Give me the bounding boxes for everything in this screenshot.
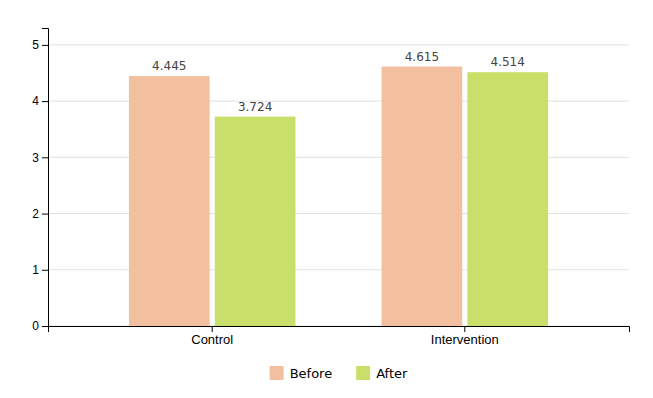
data-label: 4.615 (405, 50, 439, 64)
y-tick-label: 2 (32, 207, 39, 221)
y-tick-label: 1 (32, 263, 39, 277)
y-axis-line (42, 29, 49, 327)
legend-swatch (356, 366, 370, 380)
data-label: 3.724 (238, 100, 272, 114)
grid (48, 45, 629, 326)
bar (215, 117, 296, 326)
bar (382, 67, 463, 326)
bar-series (129, 67, 462, 326)
y-tick-label: 0 (32, 319, 39, 333)
bar (129, 76, 210, 326)
legend-label: Before (290, 366, 333, 381)
x-axis-line (49, 327, 630, 333)
x-axis: Control Intervention (49, 326, 630, 347)
grid-line (48, 44, 629, 45)
data-label: 4.514 (491, 55, 525, 69)
x-tick: Control (191, 326, 233, 347)
legend-swatch (270, 366, 284, 380)
legend-item: After (356, 366, 408, 381)
y-tick: 3 (32, 151, 48, 165)
bars (129, 67, 548, 326)
x-tick-label: Control (191, 332, 233, 347)
y-axis: 0 1 2 3 4 5 (32, 29, 48, 334)
y-tick-mark (42, 101, 48, 102)
x-tick-mark (212, 326, 213, 332)
y-tick-mark (42, 326, 48, 327)
y-tick: 4 (32, 94, 48, 108)
x-tick-mark (464, 326, 465, 332)
y-tick-mark (42, 157, 48, 158)
y-tick: 5 (32, 38, 48, 52)
y-tick-label: 3 (32, 151, 39, 165)
y-tick-label: 5 (32, 38, 39, 52)
x-tick-label: Intervention (431, 332, 499, 347)
chart-svg: 0 1 2 3 4 5 Control Intervention 4.445 4.615 3.724… (0, 0, 653, 398)
legend: Before After (270, 366, 408, 381)
bar (467, 72, 548, 326)
bar-series (215, 72, 548, 326)
data-labels: 4.445 4.615 3.724 4.514 (152, 50, 525, 114)
y-tick-mark (42, 214, 48, 215)
legend-label: After (376, 366, 408, 381)
y-tick: 2 (32, 207, 48, 221)
data-label: 4.445 (152, 59, 186, 73)
y-tick: 1 (32, 263, 48, 277)
y-tick-mark (42, 45, 48, 46)
x-tick: Intervention (431, 326, 499, 347)
y-tick: 0 (32, 319, 48, 333)
legend-item: Before (270, 366, 333, 381)
chart-container: 0 1 2 3 4 5 Control Intervention 4.445 4.615 3.724… (0, 0, 653, 398)
plot-area: 0 1 2 3 4 5 Control Intervention 4.445 4.615 3.724… (32, 29, 629, 348)
y-tick-mark (42, 270, 48, 271)
y-tick-label: 4 (32, 94, 39, 108)
